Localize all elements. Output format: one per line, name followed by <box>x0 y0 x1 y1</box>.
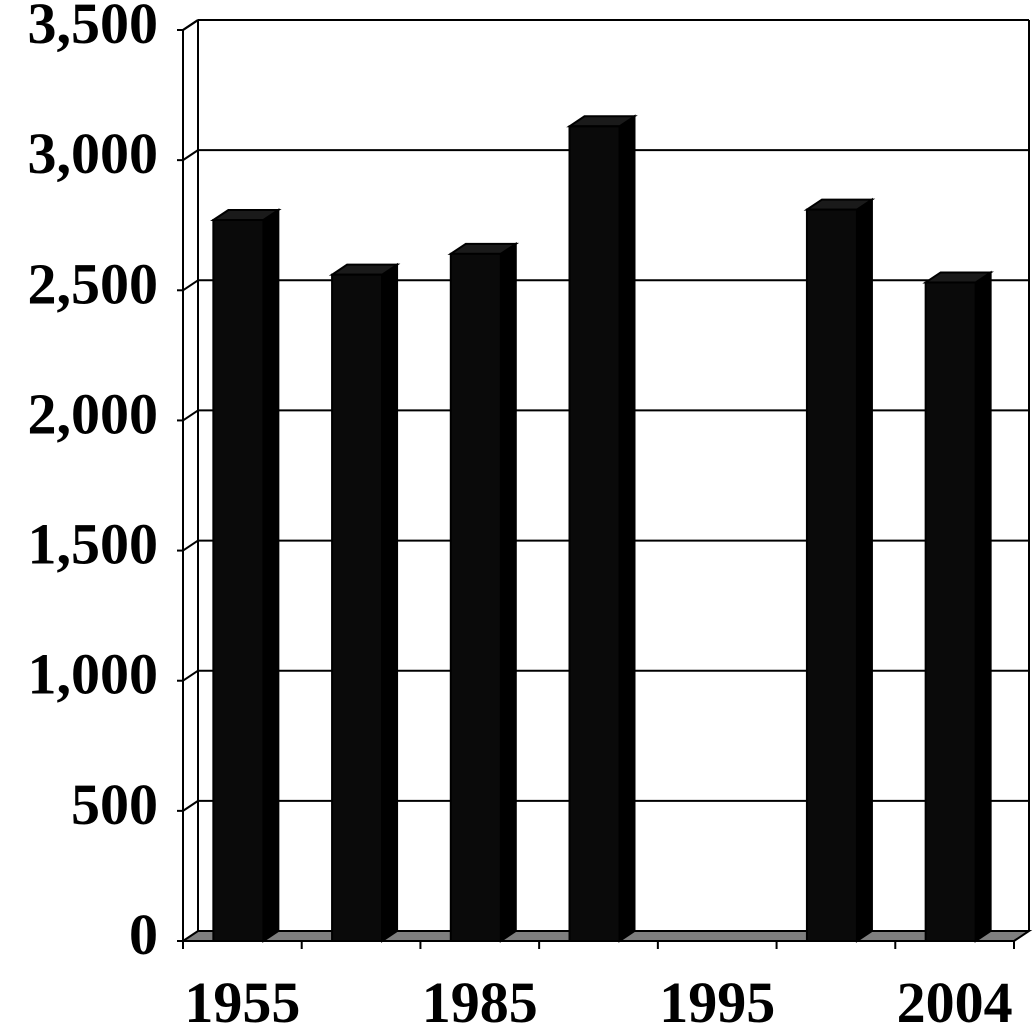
bar-side <box>262 208 280 943</box>
y-tick-label: 0 <box>129 902 158 967</box>
side-wall-gridline <box>182 409 199 422</box>
bar-side <box>618 114 636 943</box>
x-tick-labels: 1955 1985 1995 2004 <box>184 970 1012 1031</box>
x-tick-label: 1995 <box>659 970 775 1031</box>
side-wall-gridline <box>182 539 199 552</box>
side-wall-gridline <box>182 149 199 161</box>
bar-side <box>381 262 399 943</box>
y-tick-label: 3,000 <box>28 121 159 186</box>
y-tick-label: 2,000 <box>28 381 159 446</box>
bar-front <box>449 252 502 943</box>
bar-front <box>331 273 384 942</box>
bar-front <box>924 281 977 942</box>
y-tick-labels: 0 500 1,000 1,500 2,000 2,500 3,000 3,500 <box>28 0 159 967</box>
bar-side <box>974 270 992 943</box>
axes <box>177 19 1030 949</box>
side-wall-gridline <box>182 800 199 812</box>
bar-side <box>499 241 517 943</box>
x-tick-label: 2004 <box>897 970 1013 1031</box>
y-tick-label: 3,500 <box>28 0 159 56</box>
x-tick-label: 1985 <box>422 970 538 1031</box>
bar-side <box>855 197 873 943</box>
bar-front <box>805 208 858 942</box>
bar-front <box>212 219 265 943</box>
bar-front <box>568 125 621 942</box>
x-tick-label: 1955 <box>184 970 300 1031</box>
y-tick-label: 2,500 <box>28 251 159 316</box>
y-tick-label: 1,500 <box>28 512 159 577</box>
bar <box>447 241 520 943</box>
y-tick-label: 1,000 <box>28 642 159 707</box>
bar <box>210 208 282 943</box>
bar <box>803 197 876 943</box>
bar <box>328 262 401 943</box>
side-wall-gridline <box>182 669 199 682</box>
side-wall-top-edge <box>182 19 199 31</box>
side-wall-gridline <box>182 279 199 292</box>
bar <box>922 270 994 943</box>
y-tick-label: 500 <box>71 772 158 837</box>
bar <box>566 114 638 943</box>
bars <box>210 114 994 943</box>
